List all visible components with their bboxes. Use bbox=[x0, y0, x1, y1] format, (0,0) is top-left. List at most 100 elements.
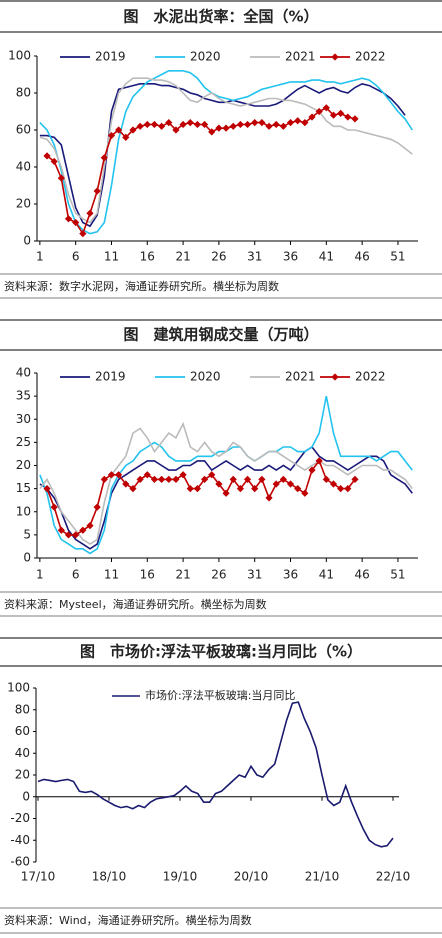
series-marker bbox=[258, 475, 266, 483]
series-line bbox=[46, 106, 356, 236]
x-tick-label: 41 bbox=[319, 568, 334, 582]
series-marker bbox=[315, 107, 323, 116]
series-marker bbox=[301, 119, 309, 127]
x-tick-label: 41 bbox=[319, 250, 334, 264]
x-tick-label: 21 bbox=[175, 568, 190, 582]
series-marker bbox=[229, 122, 237, 130]
series-marker bbox=[150, 120, 159, 129]
y-tick-label: 100 bbox=[8, 49, 31, 63]
y-tick-label: 20 bbox=[16, 197, 31, 211]
y-tick-label: -20 bbox=[10, 811, 30, 825]
x-tick-label: 46 bbox=[354, 250, 369, 264]
y-tick-label: 60 bbox=[15, 724, 30, 738]
chart-title: 图 市场价:浮法平板玻璃:当月同比（%） bbox=[80, 643, 362, 661]
series-marker bbox=[215, 124, 223, 132]
legend-label: 市场价:浮法平板玻璃:当月同比 bbox=[145, 688, 295, 702]
legend-label: 2019 bbox=[95, 50, 126, 64]
y-tick-label: 20 bbox=[15, 768, 30, 782]
series-marker bbox=[200, 475, 209, 483]
x-tick-label: 20/10 bbox=[234, 870, 269, 884]
series-line bbox=[37, 701, 394, 848]
series-marker bbox=[193, 120, 202, 129]
legend-label: 2021 bbox=[285, 370, 316, 384]
series-marker bbox=[186, 119, 194, 127]
series-marker bbox=[172, 126, 180, 134]
y-tick-label: 40 bbox=[16, 366, 31, 380]
series-marker bbox=[265, 494, 273, 502]
x-tick-label: 21 bbox=[175, 250, 190, 264]
series-marker bbox=[308, 466, 316, 474]
legend-label: 2021 bbox=[285, 50, 316, 64]
y-tick-label: 0 bbox=[22, 789, 30, 803]
x-tick-label: 11 bbox=[104, 568, 119, 582]
series-marker bbox=[236, 120, 244, 129]
series-marker bbox=[79, 230, 87, 238]
legend-label: 2020 bbox=[190, 370, 221, 384]
series-marker bbox=[107, 471, 116, 479]
series-marker bbox=[93, 503, 101, 511]
y-tick-label: 30 bbox=[16, 412, 31, 426]
y-tick-label: 0 bbox=[23, 234, 31, 248]
legend-marker bbox=[331, 53, 339, 61]
series-marker bbox=[136, 122, 144, 130]
legend-label: 2020 bbox=[190, 50, 221, 64]
series-marker bbox=[179, 120, 187, 129]
series-line bbox=[39, 421, 413, 546]
series-marker bbox=[158, 122, 166, 130]
series-marker bbox=[351, 115, 359, 123]
x-tick-label: 31 bbox=[247, 568, 262, 582]
series-line bbox=[39, 77, 413, 224]
x-tick-label: 6 bbox=[72, 568, 80, 582]
y-tick-label: 40 bbox=[15, 746, 30, 760]
x-tick-label: 21/10 bbox=[305, 870, 340, 884]
x-tick-label: 11 bbox=[104, 250, 119, 264]
x-tick-label: 31 bbox=[247, 250, 262, 264]
series-marker bbox=[294, 117, 302, 125]
y-tick-label: 5 bbox=[23, 527, 31, 541]
series-marker bbox=[337, 485, 345, 493]
series-marker bbox=[294, 485, 302, 493]
series-marker bbox=[43, 485, 51, 493]
series-marker bbox=[57, 526, 65, 534]
x-tick-label: 1 bbox=[36, 568, 44, 582]
series-marker bbox=[279, 475, 287, 483]
series-marker bbox=[193, 485, 202, 493]
source-note: 资料来源：Wind，海通证券研究所。横坐标为周数 bbox=[4, 913, 252, 927]
series-marker bbox=[329, 480, 338, 488]
chart-title: 图 水泥出货率：全国（%） bbox=[123, 8, 318, 26]
series-marker bbox=[72, 531, 80, 539]
series-marker bbox=[236, 485, 244, 493]
series-line bbox=[39, 395, 413, 555]
legend-label: 2022 bbox=[355, 50, 386, 64]
source-note: 资料来源：数字水泥网，海通证券研究所。横坐标为周数 bbox=[4, 279, 279, 293]
y-tick-label: 10 bbox=[16, 504, 31, 518]
series-marker bbox=[165, 119, 173, 127]
series-marker bbox=[272, 120, 280, 129]
legend-label: 2022 bbox=[355, 370, 386, 384]
y-tick-label: 20 bbox=[16, 458, 31, 472]
x-tick-label: 19/10 bbox=[163, 870, 198, 884]
y-tick-label: 60 bbox=[16, 123, 31, 137]
series-marker bbox=[286, 480, 295, 488]
series-marker bbox=[115, 126, 123, 134]
series-marker bbox=[351, 475, 359, 483]
legend-label: 2019 bbox=[95, 370, 126, 384]
legend-marker bbox=[331, 373, 339, 381]
x-tick-label: 6 bbox=[72, 250, 80, 264]
x-tick-label: 46 bbox=[354, 568, 369, 582]
y-tick-label: 15 bbox=[16, 481, 31, 495]
series-marker bbox=[222, 124, 230, 132]
series-marker bbox=[322, 475, 330, 483]
x-tick-label: 18/10 bbox=[92, 870, 127, 884]
series-marker bbox=[158, 475, 166, 483]
series-marker bbox=[200, 120, 209, 129]
series-marker bbox=[229, 475, 237, 483]
series-marker bbox=[337, 109, 345, 117]
y-tick-label: 100 bbox=[7, 681, 30, 695]
x-tick-label: 17/10 bbox=[21, 870, 56, 884]
series-marker bbox=[344, 113, 352, 121]
x-tick-label: 16 bbox=[140, 250, 155, 264]
series-marker bbox=[208, 128, 216, 136]
x-tick-label: 51 bbox=[390, 568, 405, 582]
